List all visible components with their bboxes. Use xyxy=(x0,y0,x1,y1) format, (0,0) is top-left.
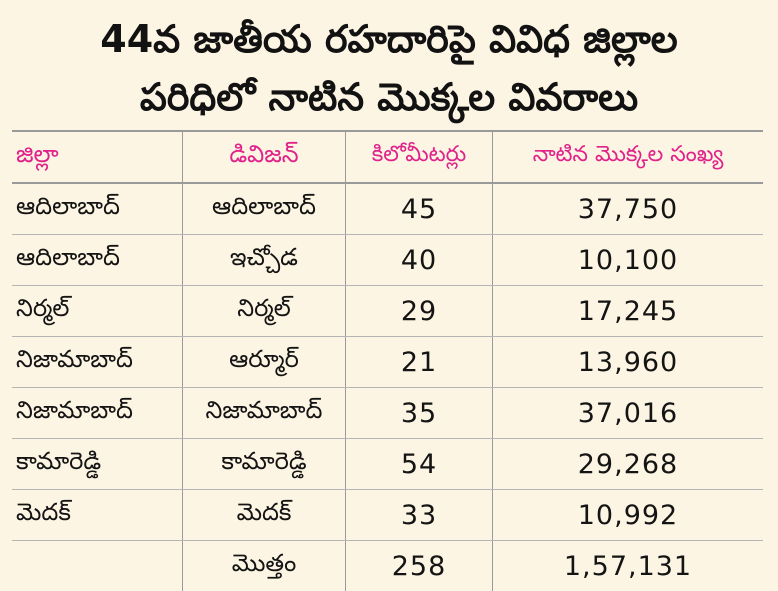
cell-kilometers: 35 xyxy=(346,388,493,439)
cell-division: నిర్మల్ xyxy=(183,286,346,337)
cell-plants: 29,268 xyxy=(493,439,764,490)
cell-district: నిజామాబాద్ xyxy=(12,388,183,439)
table-row: నిర్మల్ నిర్మల్ 29 17,245 xyxy=(12,286,763,337)
header-district: జిల్లా xyxy=(12,131,183,183)
total-label: మొత్తం xyxy=(183,541,346,591)
cell-kilometers: 45 xyxy=(346,183,493,235)
cell-plants: 10,100 xyxy=(493,235,764,286)
cell-division: నిజామాబాద్ xyxy=(183,388,346,439)
title-line-1: 44వ జాతీయ రహదారిపై వివిధ జిల్లాల xyxy=(0,18,778,62)
infographic-card: 44వ జాతీయ రహదారిపై వివిధ జిల్లాల పరిధిలో… xyxy=(0,0,778,576)
cell-plants: 37,016 xyxy=(493,388,764,439)
table-row: కామారెడ్డి కామారెడ్డి 54 29,268 xyxy=(12,439,763,490)
cell-kilometers: 54 xyxy=(346,439,493,490)
cell-division: మెదక్ xyxy=(183,490,346,541)
table-row: మెదక్ మెదక్ 33 10,992 xyxy=(12,490,763,541)
cell-division: ఇచ్చోడ xyxy=(183,235,346,286)
table-row: నిజామాబాద్ నిజామాబాద్ 35 37,016 xyxy=(12,388,763,439)
cell-district: కామారెడ్డి xyxy=(12,439,183,490)
header-division: డివిజన్ xyxy=(183,131,346,183)
header-kilometers: కిలోమీటర్లు xyxy=(346,131,493,183)
cell-kilometers: 33 xyxy=(346,490,493,541)
cell-plants: 10,992 xyxy=(493,490,764,541)
cell-district: నిజామాబాద్ xyxy=(12,337,183,388)
table-row: ఆదిలాబాద్ ఆదిలాబాద్ 45 37,750 xyxy=(12,183,763,235)
cell-kilometers: 29 xyxy=(346,286,493,337)
cell-kilometers: 21 xyxy=(346,337,493,388)
cell-plants: 13,960 xyxy=(493,337,764,388)
cell-plants: 17,245 xyxy=(493,286,764,337)
total-plants: 1,57,131 xyxy=(493,541,764,591)
cell-division: ఆర్మూర్ xyxy=(183,337,346,388)
total-empty-cell xyxy=(12,541,183,591)
cell-district: ఆదిలాబాద్ xyxy=(12,235,183,286)
total-row: మొత్తం 258 1,57,131 xyxy=(12,541,763,591)
title-line-2: పరిధిలో నాటిన మొక్కల వివరాలు xyxy=(0,76,778,120)
cell-district: ఆదిలాబాద్ xyxy=(12,183,183,235)
cell-kilometers: 40 xyxy=(346,235,493,286)
table-row: ఆదిలాబాద్ ఇచ్చోడ 40 10,100 xyxy=(12,235,763,286)
table-row: నిజామాబాద్ ఆర్మూర్ 21 13,960 xyxy=(12,337,763,388)
cell-division: కామారెడ్డి xyxy=(183,439,346,490)
plants-table: జిల్లా డివిజన్ కిలోమీటర్లు నాటిన మొక్కల … xyxy=(12,130,763,591)
cell-district: నిర్మల్ xyxy=(12,286,183,337)
table-header-row: జిల్లా డివిజన్ కిలోమీటర్లు నాటిన మొక్కల … xyxy=(12,131,763,183)
cell-plants: 37,750 xyxy=(493,183,764,235)
cell-division: ఆదిలాబాద్ xyxy=(183,183,346,235)
total-kilometers: 258 xyxy=(346,541,493,591)
header-plants: నాటిన మొక్కల సంఖ్య xyxy=(493,131,764,183)
cell-district: మెదక్ xyxy=(12,490,183,541)
